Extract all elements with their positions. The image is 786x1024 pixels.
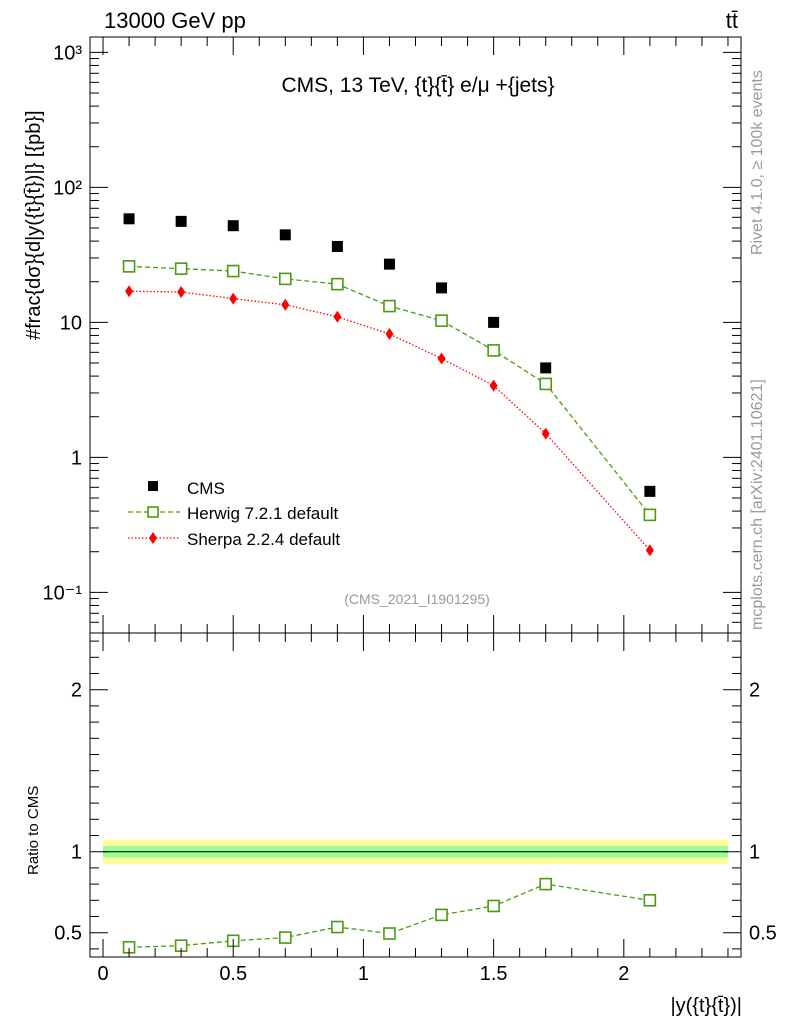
beam-label: 13000 GeV pp (104, 8, 246, 33)
x-tick-label: 0.5 (219, 963, 247, 985)
ratio-herwig-point (539, 877, 553, 891)
herwig-point (174, 262, 188, 275)
main-marks (122, 213, 657, 557)
legend: CMS Herwig 7.2.1 default Sherpa 2.2.4 de… (128, 479, 340, 549)
sherpa-point (229, 292, 238, 305)
chart-title: CMS, 13 TeV, {t}{t̄} e/μ +{jets} (281, 74, 554, 97)
sherpa-point (645, 544, 654, 557)
sherpa-point (333, 310, 342, 323)
ratio-herwig-point (383, 927, 396, 940)
herwig-point (539, 377, 553, 391)
herwig-point (226, 264, 240, 278)
ratio-y-tick-label-right: 0.5 (749, 923, 777, 945)
sherpa-point (125, 285, 134, 298)
ratio-y-tick-label-left: 1 (71, 842, 82, 864)
main-y-axis-label: #frac{dσ}{d|y({t}{t̄})|} [{pb}] (23, 110, 45, 340)
legend-sherpa-label: Sherpa 2.2.4 default (187, 530, 340, 549)
sherpa-point (281, 298, 290, 311)
ratio-herwig-point (435, 908, 448, 922)
legend-sherpa-marker (149, 532, 157, 544)
cms-point (123, 213, 135, 225)
sherpa-point (489, 379, 498, 392)
x-tick-label: 2 (618, 963, 629, 985)
sherpa-line (129, 290, 651, 551)
herwig-point (122, 260, 136, 273)
main-y-tick-label: 10³ (53, 42, 82, 64)
ratio-y-tick-label-right: 2 (749, 680, 760, 702)
sherpa-point (437, 352, 446, 365)
ratio-y-tick-label-right: 1 (749, 842, 760, 864)
sherpa-point (177, 285, 186, 298)
legend-herwig-marker (147, 506, 159, 518)
cms-point (175, 215, 187, 227)
cms-point (383, 258, 395, 270)
x-tick-label: 1 (358, 963, 369, 985)
legend-herwig-label: Herwig 7.2.1 default (187, 504, 338, 523)
legend-cms-label: CMS (187, 479, 225, 498)
cms-point (331, 240, 343, 252)
legend-cms-marker (148, 481, 158, 491)
herwig-point (278, 272, 292, 286)
cms-point (488, 316, 500, 328)
sherpa-point (385, 328, 394, 341)
main-y-tick-label: 10 (60, 312, 82, 334)
ratio-y-tick-label-left: 2 (71, 680, 82, 702)
ratio-herwig-point (643, 893, 657, 907)
sherpa-point (541, 427, 550, 440)
main-y-tick-label: 10² (53, 177, 82, 199)
herwig-line (129, 265, 651, 516)
ratio-herwig-line (129, 883, 650, 948)
herwig-point (487, 344, 500, 357)
ratio-panel: 0.5 0.5 1 1 2 2 0 0.5 1 1.5 2 (54, 632, 777, 985)
main-panel: 10⁻¹ 1 10 10² 10³ (43, 36, 742, 634)
cms-point (540, 362, 552, 374)
x-tick-label: 1.5 (480, 963, 508, 985)
ratio-herwig-point (278, 931, 292, 944)
main-y-tick-label: 1 (71, 447, 82, 469)
ratio-plot-frame (89, 632, 742, 958)
process-label: tt̄ (726, 8, 738, 33)
ratio-marks (103, 839, 728, 954)
main-y-tick-label: 10⁻¹ (43, 582, 83, 604)
herwig-point (331, 277, 344, 291)
ratio-y-tick-label-left: 0.5 (54, 923, 82, 945)
ratio-frame: 0.5 0.5 1 1 2 2 0 0.5 1 1.5 2 (54, 632, 777, 985)
analysis-id: (CMS_2021_I1901295) (344, 591, 490, 607)
herwig-point (435, 314, 448, 327)
x-tick-label: 0 (97, 963, 108, 985)
cms-point (436, 282, 448, 294)
herwig-point (643, 508, 657, 522)
herwig-point (383, 299, 396, 313)
cms-point (279, 229, 291, 241)
x-axis-label: |y({t}{t̄})| (670, 995, 742, 1017)
side-rivet-label: Rivet 4.1.0, ≥ 100k events (749, 70, 766, 255)
cms-point (644, 485, 656, 497)
ratio-herwig-point (331, 920, 344, 934)
cms-point (227, 220, 239, 232)
ratio-herwig-point (487, 899, 500, 913)
side-site-label: mcplots.cern.ch [arXiv:2401.10621] (749, 379, 766, 630)
ratio-y-axis-label: Ratio to CMS (25, 786, 42, 875)
